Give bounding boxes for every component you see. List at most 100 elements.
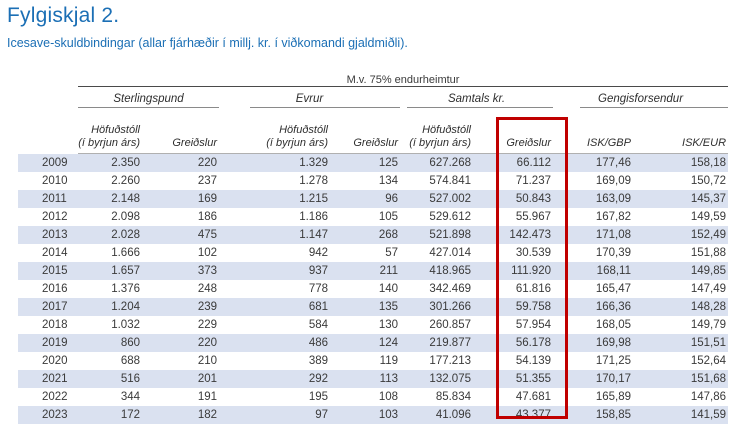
subheader-text: Höfuðstóll (91, 124, 140, 136)
table-row: 2018 1.032 229 584 130 260.857 57.954 16… (18, 316, 728, 334)
cell-year: 2022 (42, 391, 68, 403)
cell-eur-payments: 140 (378, 283, 398, 295)
cell-eur-payments: 211 (379, 265, 398, 277)
cell-eur-principal: 584 (308, 319, 328, 331)
cell-total-principal: 177.213 (429, 355, 471, 367)
cell-total-principal: 627.268 (429, 157, 471, 169)
cell-eur-principal: 1.147 (299, 229, 328, 241)
icesave-table: M.v. 75% endurheimtur Sterlingspund Evru… (18, 70, 729, 424)
cell-gbp-principal: 688 (120, 355, 140, 367)
cell-gbp-principal: 1.376 (111, 283, 140, 295)
cell-total-payments: 55.967 (515, 211, 551, 223)
cell-gbp-payments: 220 (197, 337, 217, 349)
cell-isk-eur: 149,85 (690, 265, 727, 277)
cell-eur-principal: 292 (308, 373, 328, 385)
cell-isk-gbp: 170,39 (595, 247, 631, 259)
group-label-evrur: Evrur (295, 93, 324, 105)
cell-isk-eur: 151,51 (690, 337, 727, 349)
cell-eur-payments: 119 (379, 355, 398, 367)
cell-isk-gbp: 168,11 (596, 265, 631, 277)
subheader-total-payments: Greiðslur (473, 108, 553, 154)
cell-eur-principal: 778 (308, 283, 328, 295)
cell-gbp-principal: 2.098 (111, 211, 140, 223)
cell-year: 2009 (42, 156, 68, 169)
cell-eur-principal: 681 (308, 301, 328, 313)
cell-year: 2010 (42, 175, 68, 187)
cell-year: 2021 (42, 373, 68, 385)
cell-eur-principal: 1.329 (299, 157, 328, 169)
caption-spacer (18, 70, 78, 87)
subheader-text: Höfuðstóll (279, 124, 328, 136)
table-row: 2012 2.098 186 1.186 105 529.612 55.967 … (18, 208, 728, 226)
cell-eur-principal: 97 (315, 409, 328, 421)
table-body: 2009 2.350 220 1.329 125 627.268 66.112 … (18, 153, 729, 424)
cell-year: 2012 (42, 211, 68, 223)
cell-gbp-principal: 2.260 (111, 175, 140, 187)
cell-total-principal: 427.014 (429, 247, 471, 259)
cell-gbp-principal: 172 (120, 409, 140, 421)
table-row: 2023 172 182 97 103 41.096 43.377 158,85… (18, 406, 729, 424)
cell-gbp-principal: 1.666 (111, 247, 140, 259)
cell-total-payments: 56.178 (515, 337, 551, 349)
cell-year: 2019 (42, 337, 68, 349)
cell-eur-payments: 125 (378, 157, 398, 169)
subheader-gbp-payments: Greiðslur (142, 108, 219, 154)
subheader-spacer (18, 108, 78, 154)
cell-total-principal: 527.002 (429, 193, 471, 205)
cell-total-principal: 521.898 (429, 229, 471, 241)
cell-eur-payments: 130 (378, 319, 398, 331)
cell-isk-eur: 149,59 (690, 211, 727, 223)
table-row: 2009 2.350 220 1.329 125 627.268 66.112 … (18, 153, 729, 172)
cell-isk-eur: 150,72 (690, 175, 727, 187)
column-group-row: Sterlingspund Evrur Samtals kr. Gengisfo… (18, 87, 729, 108)
cell-eur-principal: 1.215 (299, 193, 328, 205)
cell-gbp-payments: 191 (197, 391, 217, 403)
cell-isk-eur: 151,88 (690, 247, 727, 259)
cell-isk-eur: 158,18 (690, 157, 727, 169)
cell-gbp-payments: 373 (197, 265, 217, 277)
table-row: 2010 2.260 237 1.278 134 574.841 71.237 … (18, 172, 728, 190)
group-rule (580, 107, 729, 108)
cell-total-payments: 50.843 (515, 193, 551, 205)
group-rule (78, 107, 219, 108)
cell-gbp-payments: 186 (197, 211, 217, 223)
cell-isk-gbp: 165,89 (595, 391, 631, 403)
cell-total-principal: 574.841 (429, 175, 471, 187)
cell-isk-eur: 151,68 (690, 373, 727, 385)
table-row: 2015 1.657 373 937 211 418.965 111.920 1… (18, 262, 729, 280)
subheader-gbp-principal: Höfuðstóll (í byrjun árs) (78, 108, 142, 154)
cell-isk-eur: 147,86 (690, 391, 727, 403)
subheader-total-principal: Höfuðstóll (í byrjun árs) (400, 108, 473, 154)
cell-total-payments: 61.816 (515, 283, 551, 295)
cell-gbp-payments: 237 (197, 175, 217, 187)
cell-year: 2011 (42, 193, 67, 205)
cell-gbp-principal: 344 (120, 391, 140, 403)
cell-isk-gbp: 163,09 (595, 193, 631, 205)
cell-year: 2016 (42, 283, 68, 295)
cell-eur-payments: 96 (385, 193, 398, 205)
cell-eur-payments: 124 (378, 337, 398, 349)
cell-total-payments: 59.758 (515, 301, 551, 313)
cell-gbp-principal: 860 (120, 337, 140, 349)
cell-year: 2018 (42, 319, 68, 331)
table-caption: M.v. 75% endurheimtur (78, 70, 729, 87)
cell-total-principal: 418.965 (429, 265, 471, 277)
cell-total-principal: 41.096 (435, 409, 471, 421)
cell-gbp-payments: 102 (197, 247, 217, 259)
cell-gbp-payments: 182 (197, 409, 217, 421)
cell-total-principal: 529.612 (429, 211, 471, 223)
cell-isk-gbp: 158,85 (595, 409, 631, 421)
cell-total-payments: 43.377 (515, 409, 551, 421)
cell-total-payments: 51.355 (515, 373, 551, 385)
cell-total-payments: 54.139 (515, 355, 551, 367)
cell-eur-principal: 389 (308, 355, 328, 367)
cell-eur-payments: 135 (378, 301, 398, 313)
cell-isk-eur: 152,64 (690, 355, 727, 367)
cell-isk-gbp: 171,08 (595, 229, 631, 241)
page-title: Fylgiskjal 2. (7, 4, 120, 27)
cell-total-principal: 132.075 (429, 373, 471, 385)
cell-eur-principal: 195 (308, 391, 328, 403)
cell-isk-gbp: 177,46 (595, 157, 631, 169)
subheader-text: (í byrjun árs) (78, 137, 140, 149)
cell-gbp-principal: 2.350 (111, 157, 140, 169)
